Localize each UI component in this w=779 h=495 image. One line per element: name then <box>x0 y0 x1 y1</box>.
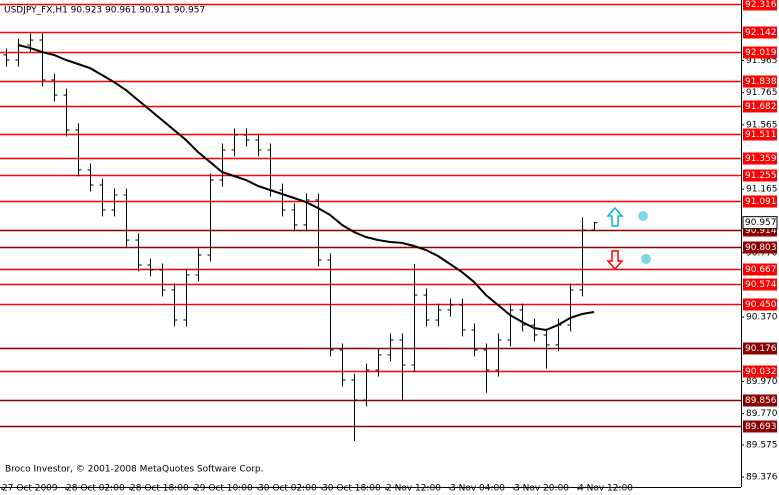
level-label: 90.574 <box>745 280 777 290</box>
level-label: 90.803 <box>745 243 777 253</box>
down-arrow <box>606 250 624 271</box>
level-label-box <box>743 26 777 39</box>
level-label-box <box>743 128 777 141</box>
signal-icons <box>606 206 651 271</box>
level-label-box <box>743 278 777 291</box>
level-label: 92.142 <box>745 28 777 38</box>
current-price-label: 90.957 <box>745 218 777 228</box>
level-label-box <box>743 263 777 276</box>
x-tick-label: 30 Oct 02:00 <box>258 484 317 494</box>
x-tick-label: 28 Oct 18:00 <box>130 484 189 494</box>
y-tick-label: 90.370 <box>746 313 778 323</box>
level-label: 89.693 <box>745 422 777 432</box>
level-label: 91.682 <box>745 102 777 112</box>
level-label-box <box>743 298 777 311</box>
level-label-box <box>743 342 777 355</box>
y-tick-label: 89.376 <box>746 473 778 483</box>
x-tick-label: 4 Nov 12:00 <box>578 484 633 494</box>
y-tick-label: 89.575 <box>746 441 778 451</box>
level-label: 89.856 <box>745 396 777 406</box>
y-tick-label: 91.565 <box>746 120 778 130</box>
y-tick-label: 91.165 <box>746 185 778 195</box>
chart-title: USDJPY_FX,H1 90.923 90.961 90.911 90.957 <box>4 6 205 16</box>
level-label: 90.032 <box>745 367 777 377</box>
level-label: 91.255 <box>745 171 777 181</box>
level-label-box <box>743 100 777 113</box>
level-label-box <box>743 195 777 208</box>
footer: Broco Investor, © 2001-2008 MetaQuotes S… <box>5 465 264 475</box>
x-tick-label: 3 Nov 20:00 <box>514 484 569 494</box>
level-label: 91.838 <box>745 77 777 87</box>
y-tick-label: 89.770 <box>746 409 778 419</box>
thumb-icon <box>641 254 651 264</box>
level-label: 91.359 <box>745 154 777 164</box>
level-label: 91.511 <box>745 130 777 140</box>
level-label-box <box>743 46 777 59</box>
level-label: 92.019 <box>745 48 777 58</box>
level-label: 92.316 <box>745 0 777 10</box>
x-tick-label: 3 Nov 04:00 <box>450 484 505 494</box>
level-label-box <box>743 394 777 407</box>
level-label-box <box>743 75 777 88</box>
level-label-box <box>743 420 777 433</box>
level-label-box <box>743 169 777 182</box>
x-tick-label: 28 Oct 02:00 <box>66 484 125 494</box>
level-label: 90.176 <box>745 344 777 354</box>
y-tick-label: 89.970 <box>746 377 778 387</box>
level-label-box <box>743 241 777 254</box>
level-label-box <box>743 0 777 11</box>
x-tick-label: 27 Oct 2009 <box>2 484 58 494</box>
level-label-box <box>743 152 777 165</box>
x-tick-label: 30 Oct 18:00 <box>322 484 381 494</box>
moving-average <box>17 44 595 332</box>
level-label: 91.091 <box>745 197 777 207</box>
level-label: 90.914 <box>745 226 777 236</box>
level-label-box <box>743 365 777 378</box>
current-price-box <box>742 216 778 230</box>
y-tick-label: 91.965 <box>746 56 778 66</box>
thumb-up-icon <box>638 211 648 221</box>
bars <box>3 33 598 441</box>
up-arrow <box>606 206 624 227</box>
x-tick-label: 29 Oct 10:00 <box>194 484 253 494</box>
level-label: 90.667 <box>745 265 777 275</box>
level-label: 90.450 <box>745 300 777 310</box>
x-tick-label: 2 Nov 12:00 <box>386 484 441 494</box>
y-tick-label: 91.765 <box>746 88 778 98</box>
